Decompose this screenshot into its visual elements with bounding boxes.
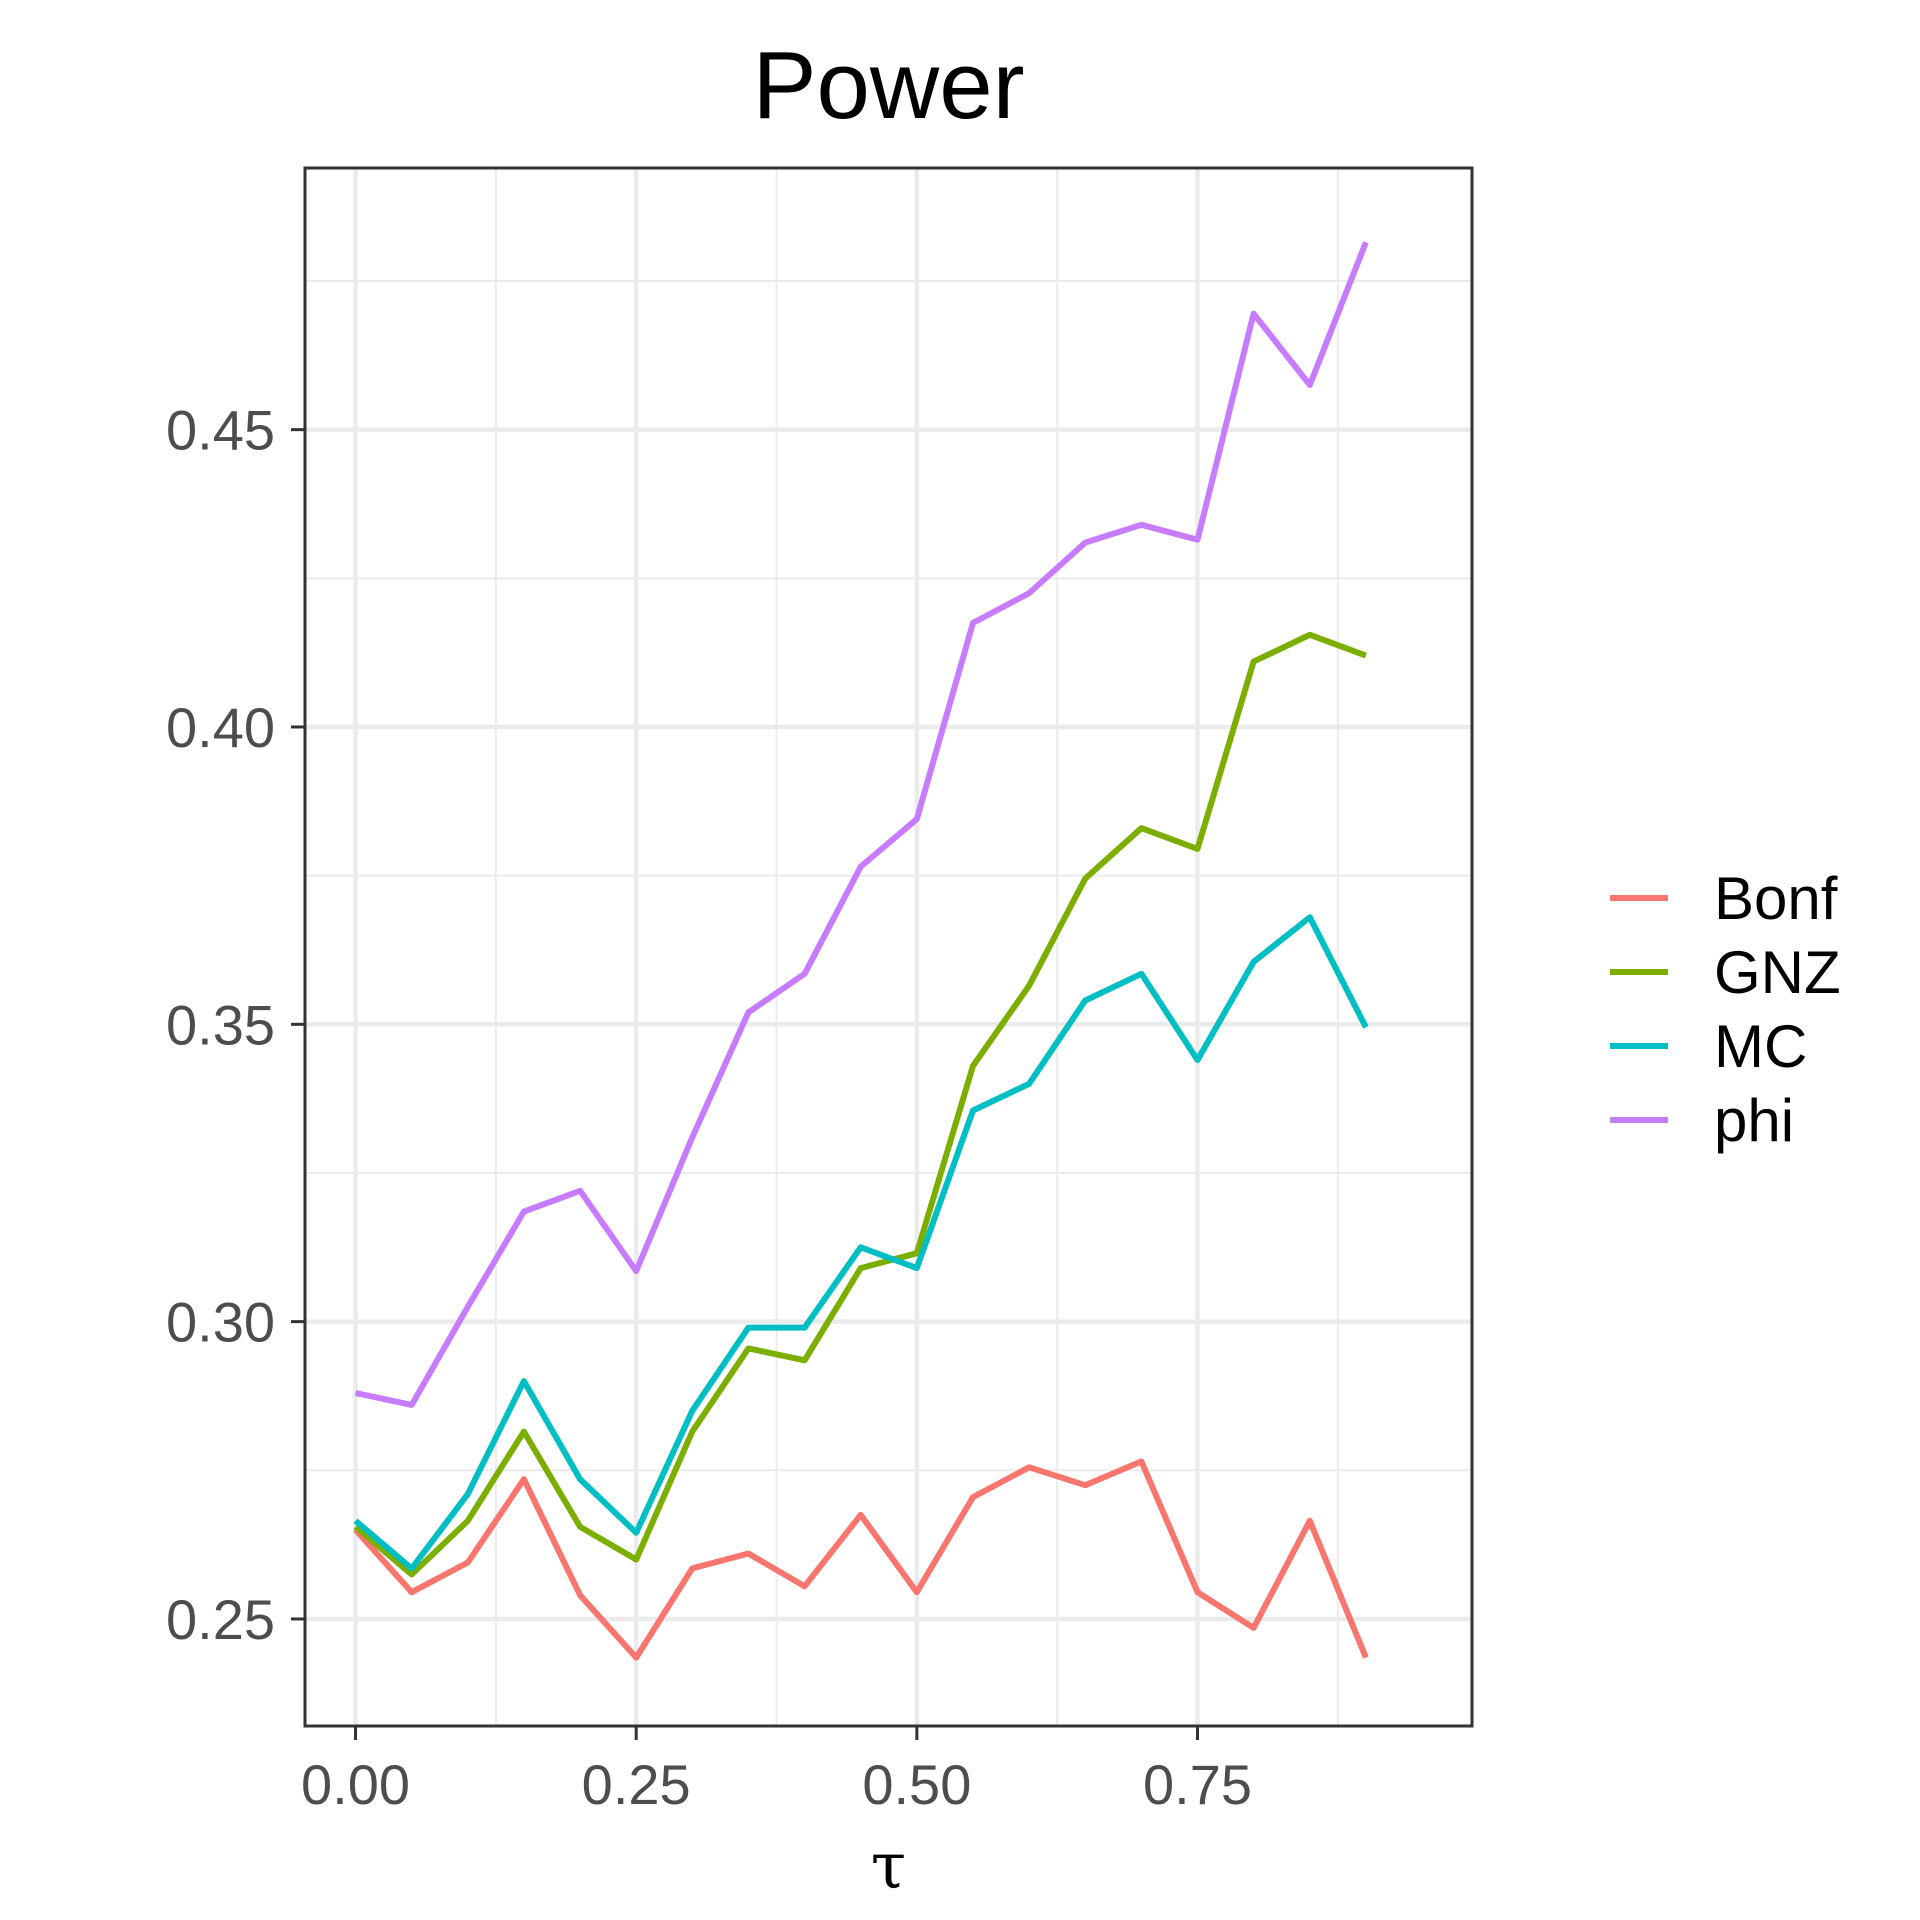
series-line-phi [354,241,1369,1408]
legend-item-mc: MC [1610,1013,1807,1080]
legend-label: Bonf [1714,865,1838,932]
x-tick-label: 0.00 [301,1753,410,1816]
y-tick-label: 0.40 [166,696,275,759]
series-lines [353,241,1369,1661]
major-gridlines [305,168,1472,1726]
series-line-gnz [353,631,1367,1578]
legend-label: phi [1714,1087,1794,1154]
x-axis: 0.00 0.25 0.50 0.75 [301,1726,1252,1816]
x-tick-label: 0.50 [862,1753,971,1816]
series-line-bonf [353,1458,1369,1661]
x-axis-title: τ [871,1830,906,1904]
legend-label: GNZ [1714,939,1841,1006]
panel-border [303,166,1474,1728]
legend-item-phi: phi [1610,1087,1794,1154]
legend-label: MC [1714,1013,1807,1080]
x-tick-label: 0.75 [1143,1753,1252,1816]
x-tick-label: 0.25 [582,1753,691,1816]
legend-item-bonf: Bonf [1610,865,1838,932]
y-tick-label: 0.25 [166,1588,275,1651]
y-tick-label: 0.35 [166,993,275,1056]
series-line-mc [353,914,1369,1572]
chart-title: Power [752,32,1024,139]
minor-gridlines [305,168,1472,1726]
y-tick-label: 0.45 [166,399,275,462]
legend: Bonf GNZ MC phi [1610,865,1841,1154]
y-axis: 0.25 0.30 0.35 0.40 0.45 [166,399,305,1651]
legend-item-gnz: GNZ [1610,939,1841,1006]
y-tick-label: 0.30 [166,1291,275,1354]
